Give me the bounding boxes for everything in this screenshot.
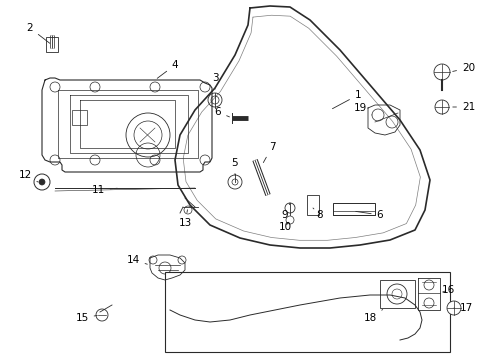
Text: 12: 12	[19, 170, 38, 182]
Text: 17: 17	[453, 303, 472, 313]
Text: 18: 18	[363, 310, 382, 323]
Text: 11: 11	[91, 185, 117, 195]
Bar	[306, 195, 318, 215]
Bar	[46, 37, 58, 52]
Text: 1: 1	[332, 90, 361, 109]
Circle shape	[285, 203, 294, 213]
Circle shape	[285, 216, 293, 224]
Text: 9: 9	[281, 203, 289, 220]
Circle shape	[434, 100, 448, 114]
Text: 7: 7	[263, 142, 275, 163]
Text: 14: 14	[126, 255, 147, 265]
Bar	[72, 110, 87, 125]
Circle shape	[96, 309, 108, 321]
Text: 15: 15	[75, 313, 97, 323]
Bar	[332, 203, 374, 215]
Bar	[379, 280, 414, 308]
Text: 4: 4	[157, 60, 178, 78]
Circle shape	[433, 64, 449, 80]
Text: 6: 6	[355, 210, 383, 220]
Text: 21: 21	[452, 102, 474, 112]
Text: 20: 20	[452, 63, 474, 73]
Circle shape	[227, 175, 242, 189]
Text: 19: 19	[353, 103, 371, 115]
Text: 10: 10	[278, 222, 291, 232]
Bar	[164, 272, 449, 352]
Circle shape	[446, 301, 460, 315]
Text: 2: 2	[27, 23, 50, 43]
Text: 5: 5	[231, 158, 238, 175]
Circle shape	[39, 179, 45, 185]
Text: 6: 6	[214, 107, 229, 117]
Text: 16: 16	[441, 285, 454, 295]
Text: 8: 8	[312, 208, 323, 220]
Circle shape	[34, 174, 50, 190]
Text: 3: 3	[211, 73, 218, 89]
Text: 13: 13	[178, 210, 191, 228]
Circle shape	[207, 93, 222, 107]
